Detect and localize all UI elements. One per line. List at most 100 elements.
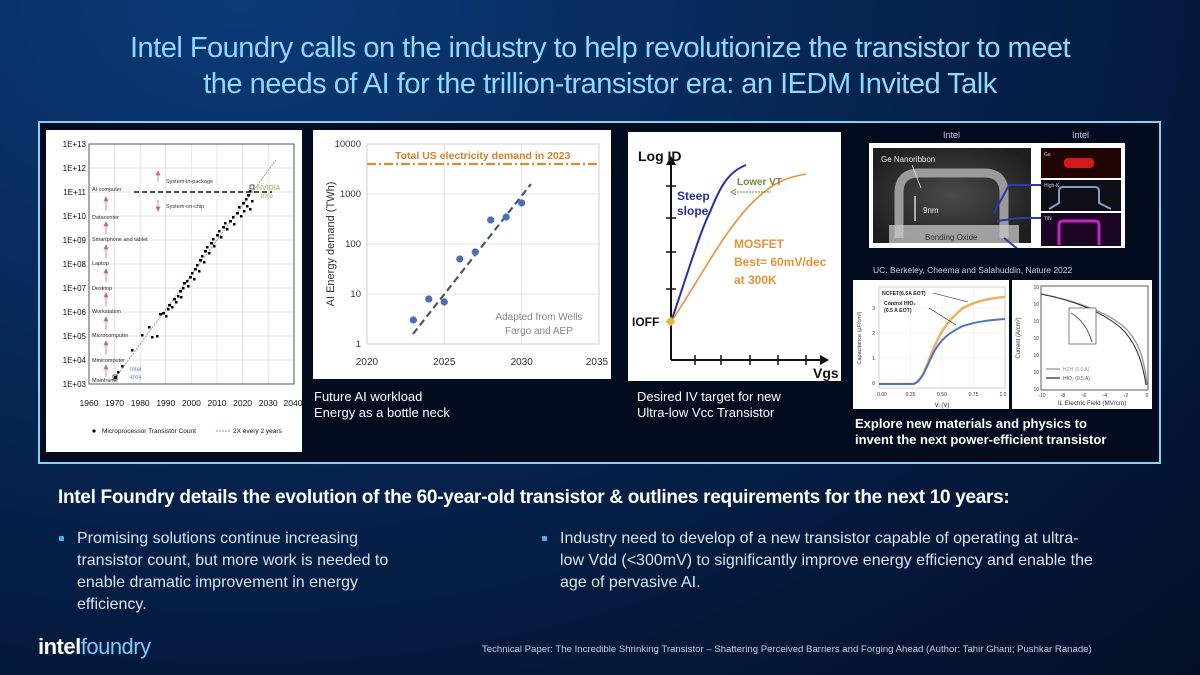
svg-text:1970: 1970: [105, 398, 124, 408]
moores-law-svg: 1E+13 1E+12 1E+11 1E+10 1E+09 1E+08 1E+07 1E+…: [63, 140, 302, 435]
svg-text:1E+07: 1E+07: [63, 284, 87, 293]
svg-text:1E+13: 1E+13: [63, 140, 87, 149]
svg-text:-8: -8: [1061, 393, 1066, 399]
capacitance-chart: 0 1 2 3 0.00 0.25 0.50 0.75 1.0 Vₗ (V) Capacita…: [853, 280, 1009, 409]
iv-curve-caption: Desired IV target for new Ultra-low Vcc …: [637, 389, 781, 420]
bullet-left: Promising solutions continue increasing …: [59, 528, 417, 616]
svg-text:0.75: 0.75: [969, 392, 979, 398]
svg-text:Current (A/cm²): Current (A/cm²): [1016, 317, 1022, 358]
svg-text:NCFET(6.5A EOT): NCFET(6.5A EOT): [882, 291, 926, 297]
nvidia-sub: B200: [261, 194, 273, 200]
svg-text:0: 0: [872, 381, 875, 387]
svg-text:1E+04: 1E+04: [63, 356, 87, 365]
svg-text:10000: 10000: [335, 139, 361, 150]
intel-label-right: Intel: [1072, 130, 1090, 140]
title-line-1: Intel Foundry calls on the industry to h…: [129, 32, 1071, 64]
svg-text:Desktop: Desktop: [92, 286, 112, 292]
lower-vt-label: Lower VT: [737, 177, 782, 188]
svg-text:Minicomputer: Minicomputer: [92, 358, 125, 364]
svg-text:-2: -2: [1124, 393, 1129, 399]
tem-bottom-label: Bonding Oxide: [925, 233, 978, 242]
svg-text:Datacenter: Datacenter: [92, 215, 119, 221]
svg-text:AI computer: AI computer: [92, 187, 122, 193]
svg-text:10: 10: [1033, 336, 1039, 342]
soc-label: System-on-chip: [166, 204, 204, 210]
steep-label-2: slope: [677, 204, 709, 218]
mosfet-label-2: Best= 60mV/dec: [734, 255, 827, 269]
svg-text:1: 1: [356, 339, 361, 350]
svg-text:Smartphone and tablet: Smartphone and tablet: [92, 237, 148, 243]
svg-text:1990: 1990: [156, 398, 175, 408]
y-axis-label: AI Energy demand (TWh): [325, 182, 337, 307]
tem-dimension: 9nm: [923, 206, 939, 215]
svg-text:2010: 2010: [208, 398, 227, 408]
svg-text:1E+03: 1E+03: [63, 380, 87, 389]
svg-text:2035: 2035: [586, 357, 609, 368]
bullet-icon: [59, 536, 64, 541]
title-line-2: the needs of AI for the trillion-transis…: [203, 68, 997, 100]
intel-label-left: Intel: [943, 130, 961, 140]
svg-text:2020: 2020: [356, 357, 379, 368]
svg-text:-10: -10: [1038, 393, 1045, 399]
svg-text:1E+12: 1E+12: [63, 164, 87, 173]
moores-law-chart: 1E+13 1E+12 1E+11 1E+10 1E+09 1E+08 1E+07 1E+…: [46, 130, 302, 452]
svg-text:High-K: High-K: [1044, 183, 1060, 189]
svg-text:HfO₂ (0.5 A): HfO₂ (0.5 A): [1063, 376, 1090, 382]
intel-4004-label: Intel: [130, 367, 141, 373]
svg-text:0.50: 0.50: [937, 392, 947, 398]
svg-text:2040: 2040: [284, 398, 302, 408]
svg-text:1E+09: 1E+09: [63, 236, 87, 245]
svg-text:10: 10: [1033, 353, 1039, 359]
x-axis-label: Vgs: [813, 365, 839, 381]
bullet-right: Industry need to develop of a new transi…: [542, 528, 1100, 594]
mosfet-label-1: MOSFET: [734, 237, 785, 251]
intel-4004-sub: 4004: [130, 375, 141, 381]
x-tick-labels: 1960 1970 1980 1990 2000 2010 2020 2030 2040: [80, 398, 302, 408]
svg-text:-6: -6: [1082, 393, 1087, 399]
svg-text:10: 10: [350, 289, 361, 300]
svg-text:Workstation: Workstation: [92, 309, 121, 315]
svg-text:TiN: TiN: [1044, 216, 1052, 222]
iv-curve-chart: Log ID Vgs IOFF Steep slope Lower VT MOS…: [628, 132, 841, 381]
svg-text:100: 100: [345, 239, 361, 250]
tem-image-card: Ge Nanoribbon 9nm Bonding Oxide Ge High-…: [869, 143, 1125, 248]
sip-label: System-in-package: [166, 179, 213, 185]
source-line-2: Fargo and AEP: [505, 326, 573, 337]
ai-energy-caption: Future AI workload Energy as a bottle ne…: [314, 389, 450, 420]
svg-text:2: 2: [872, 331, 875, 337]
era-labels: AI computer Datacenter Smartphone and ta…: [92, 187, 148, 384]
svg-text:2030: 2030: [259, 398, 278, 408]
svg-text:-4: -4: [1103, 393, 1108, 399]
svg-text:Ge: Ge: [1044, 152, 1051, 158]
materials-citation: UC. Berkeley, Cheema and Salahuddin, Nat…: [873, 265, 1073, 275]
svg-text:3: 3: [872, 306, 875, 312]
source-line-1: Adapted from Wells: [495, 312, 582, 323]
svg-text:1E+05: 1E+05: [63, 332, 87, 341]
ioff-label: IOFF: [632, 315, 659, 329]
materials-caption: Explore new materials and physics to inv…: [855, 416, 1107, 447]
us-demand-label: Total US electricity demand in 2023: [395, 150, 571, 162]
svg-text:HZH (6.5 A): HZH (6.5 A): [1063, 367, 1090, 373]
technical-paper-reference: Technical Paper: The Incredible Shrinkin…: [482, 644, 1092, 655]
svg-text:10: 10: [1033, 387, 1039, 393]
svg-text:Control HfO₂: Control HfO₂: [884, 301, 916, 307]
svg-text:10: 10: [1033, 319, 1039, 325]
svg-text:1000: 1000: [340, 189, 361, 200]
svg-text:2000: 2000: [182, 398, 201, 408]
intel-foundry-logo: intelfoundry: [38, 634, 151, 659]
svg-text:Mainframe: Mainframe: [92, 378, 118, 384]
section-heading: Intel Foundry details the evolution of t…: [58, 487, 1010, 508]
current-chart: 10 10 10 10 10 10 10 -10 -8 -6 -4 -2 0 IL Electri…: [1012, 280, 1152, 409]
svg-text:0.00: 0.00: [877, 392, 887, 398]
y-axis-label: Log ID: [638, 148, 682, 164]
svg-text:1E+06: 1E+06: [63, 308, 87, 317]
svg-text:Vₗ (V): Vₗ (V): [935, 403, 950, 409]
svg-text:IL Electric Field (MV/cm): IL Electric Field (MV/cm): [1058, 400, 1126, 407]
svg-text:10: 10: [1033, 370, 1039, 376]
svg-text:2020: 2020: [233, 398, 252, 408]
energy-data-points: [409, 199, 526, 324]
svg-text:2025: 2025: [433, 357, 456, 368]
tem-title: Ge Nanoribbon: [881, 155, 935, 164]
svg-text:1E+11: 1E+11: [63, 188, 86, 197]
svg-text:1.0: 1.0: [1000, 392, 1007, 398]
